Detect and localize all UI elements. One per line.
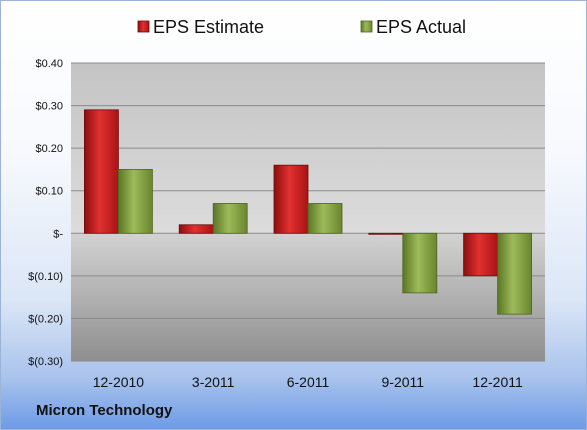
- y-tick-label: $0.40: [35, 58, 63, 70]
- legend: EPS Estimate EPS Actual: [137, 17, 466, 37]
- legend-label-actual: EPS Actual: [376, 17, 466, 37]
- bar-eps-estimate: [368, 232, 404, 235]
- bar-eps-actual: [497, 232, 533, 315]
- x-category-label: 9-2011: [382, 374, 425, 390]
- bar-eps-actual: [402, 232, 438, 294]
- company-name: Micron Technology: [36, 402, 173, 419]
- bar-eps-estimate: [273, 164, 309, 234]
- x-category-label: 3-2011: [192, 374, 235, 390]
- legend-swatch-estimate: [137, 20, 150, 33]
- legend-swatch-actual: [360, 20, 373, 33]
- x-category-label: 6-2011: [287, 374, 330, 390]
- y-axis: $0.40 $0.30 $0.20 $0.10 $- $(0.10) $(0.20) $(0.…: [28, 58, 63, 368]
- bar-eps-estimate: [84, 109, 119, 234]
- x-category-label: 12-2011: [472, 374, 523, 390]
- y-tick-label: $(0.10): [28, 271, 63, 283]
- y-tick-label: $(0.20): [28, 313, 63, 325]
- bar-eps-actual: [307, 203, 343, 234]
- y-tick-label: $(0.30): [28, 356, 63, 368]
- y-tick-label: $0.20: [35, 143, 63, 155]
- y-tick-label: $0.10: [35, 186, 63, 198]
- bar-eps-estimate: [463, 232, 499, 277]
- bar-eps-actual: [118, 169, 153, 234]
- bars: [84, 109, 533, 315]
- bar-eps-actual: [212, 203, 248, 234]
- y-tick-label: $0.30: [35, 101, 63, 113]
- x-axis: 12-2010 3-2011 6-2011 9-2011 12-2011: [93, 374, 523, 390]
- x-category-label: 12-2010: [93, 374, 145, 390]
- bar-eps-estimate: [178, 224, 214, 234]
- legend-label-estimate: EPS Estimate: [153, 17, 264, 37]
- y-tick-label: $-: [53, 228, 63, 240]
